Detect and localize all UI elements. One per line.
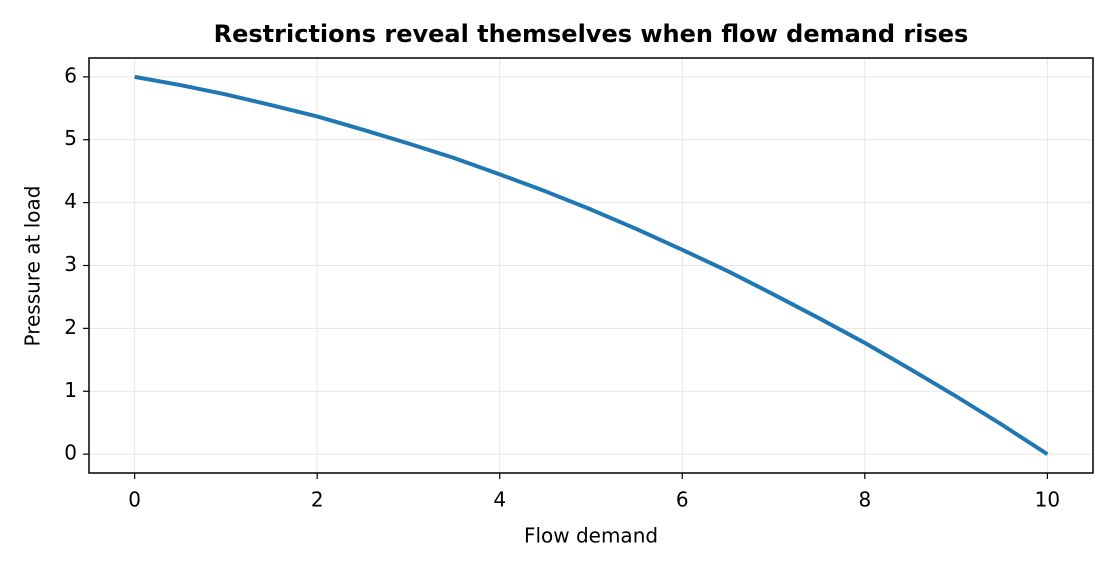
y-axis-label: Pressure at load [21, 186, 45, 347]
plot-frame [88, 57, 1094, 474]
x-tick-label: 2 [311, 488, 324, 512]
x-tick-label: 8 [858, 488, 871, 512]
y-tick-label: 2 [64, 315, 77, 339]
x-tick-label: 0 [128, 488, 141, 512]
y-tick-label: 4 [64, 189, 77, 213]
x-tick-label: 10 [1035, 488, 1060, 512]
y-tick-label: 3 [64, 252, 77, 276]
x-tick-label: 6 [676, 488, 689, 512]
x-tick-label: 4 [493, 488, 506, 512]
data-line [134, 74, 1049, 456]
y-tick-label: 5 [64, 126, 77, 150]
y-tick-label: 6 [64, 63, 77, 87]
y-tick-label: 0 [64, 441, 77, 465]
y-tick-label: 1 [64, 378, 77, 402]
chart-title: Restrictions reveal themselves when flow… [214, 20, 969, 48]
x-axis-label: Flow demand [524, 524, 658, 548]
